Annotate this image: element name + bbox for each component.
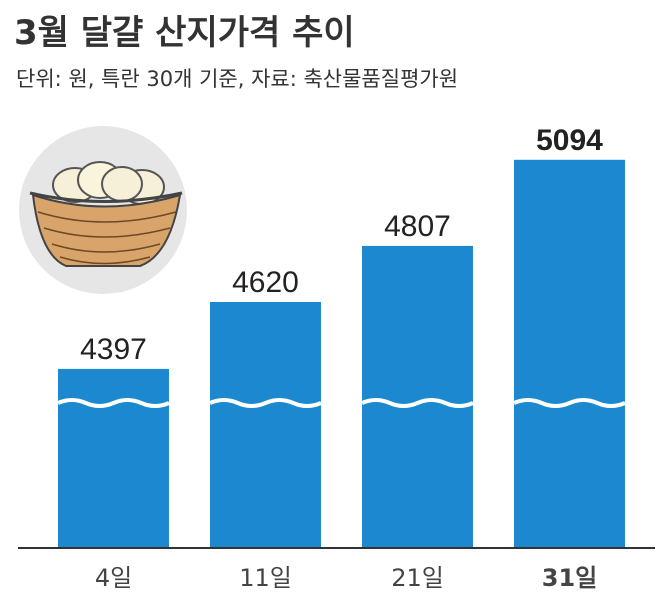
- value-label: 4807: [384, 210, 451, 243]
- chart-title: 3월 달걀 산지가격 추이: [14, 13, 355, 53]
- value-label: 5094: [536, 124, 603, 157]
- bar: [362, 245, 473, 548]
- egg-basket-illustration: [19, 126, 187, 294]
- x-tick-label: 21일: [391, 564, 444, 592]
- value-label: 4397: [80, 333, 147, 366]
- axis-break-wave: [361, 398, 474, 408]
- axis-break-wave: [209, 398, 322, 408]
- x-tick-label: 31일: [542, 564, 597, 592]
- axis-break-wave: [57, 398, 170, 408]
- bar: [210, 302, 321, 548]
- value-label: 4620: [232, 266, 299, 299]
- axis-break-wave: [513, 398, 626, 408]
- x-tick-label: 11일: [239, 564, 292, 592]
- chart-subtitle: 단위: 원, 특란 30개 기준, 자료: 축산물품질평가원: [16, 67, 458, 91]
- x-tick-label: 4일: [95, 564, 132, 592]
- bar: [58, 368, 169, 548]
- bar: [514, 159, 625, 549]
